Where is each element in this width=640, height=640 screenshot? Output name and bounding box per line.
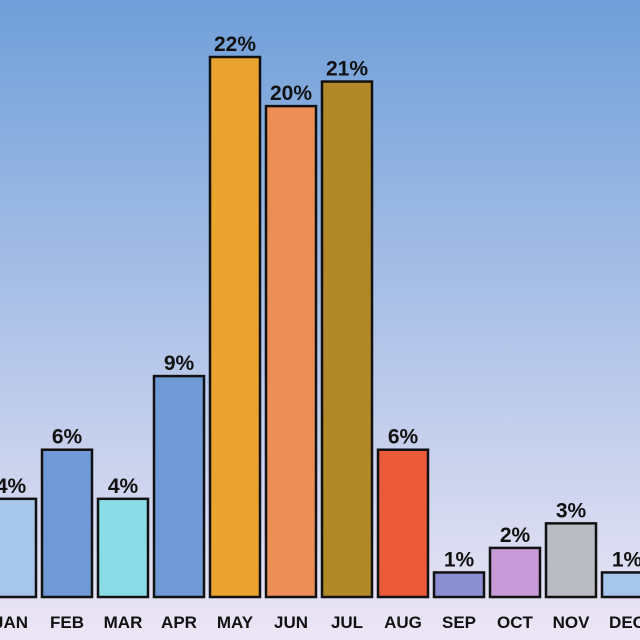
x-tick-labels-layer: JAN FEB MAR APR MAY JUN JUL AUG SEP OCT NOV DEC (0, 613, 640, 632)
x-tick-label-jul: JUL (331, 613, 363, 632)
bar-jun (264, 104, 318, 599)
x-tick-label-jan: JAN (0, 613, 28, 632)
bar-nov (544, 522, 598, 599)
x-tick-label-mar: MAR (104, 613, 143, 632)
x-tick-label-apr: APR (161, 613, 197, 632)
x-tick-label-sep: SEP (442, 613, 476, 632)
bar-feb (40, 448, 94, 599)
bars-layer (0, 55, 640, 599)
value-labels-layer: 4% 6% 4% 9% 22% 20% 21% 6% 1% 2% 3% 1% (0, 33, 640, 571)
bar-apr (152, 374, 206, 599)
value-label-jun: 20% (270, 82, 312, 105)
x-tick-label-may: MAY (217, 613, 254, 632)
value-label-nov: 3% (556, 499, 587, 522)
bar-may (208, 55, 262, 599)
value-label-feb: 6% (52, 426, 83, 449)
x-tick-label-aug: AUG (384, 613, 422, 632)
bar-jul (320, 80, 374, 599)
bar-jan (0, 497, 38, 599)
value-label-may: 22% (214, 33, 256, 56)
x-tick-label-jun: JUN (274, 613, 308, 632)
bar-oct (488, 546, 542, 599)
value-label-oct: 2% (500, 524, 531, 547)
bar-sep (432, 571, 486, 599)
value-label-dec: 1% (612, 548, 640, 571)
x-tick-label-feb: FEB (50, 613, 84, 632)
bar-dec (600, 571, 640, 599)
x-tick-label-nov: NOV (553, 613, 591, 632)
x-tick-label-dec: DEC (609, 613, 640, 632)
bar-mar (96, 497, 150, 599)
value-label-jan: 4% (0, 475, 26, 498)
value-label-jul: 21% (326, 58, 368, 81)
bar-aug (376, 448, 430, 599)
x-tick-label-oct: OCT (497, 613, 534, 632)
value-label-sep: 1% (444, 548, 475, 571)
value-label-mar: 4% (108, 475, 139, 498)
value-label-apr: 9% (164, 352, 195, 375)
value-label-aug: 6% (388, 426, 419, 449)
